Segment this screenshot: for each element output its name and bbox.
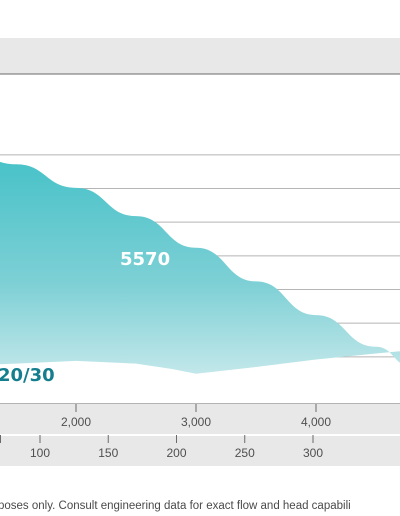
region-2030-label: 20/30 — [0, 365, 55, 386]
x-bottom-tick-label: 150 — [98, 446, 118, 460]
region-5570-label: 5570 — [120, 249, 170, 270]
x-axis-top-ticks: 2,000 3,000 4,000 — [61, 404, 331, 429]
footnote: poses only. Consult engineering data for… — [0, 500, 351, 512]
x-bottom-tick-label: 250 — [235, 446, 255, 460]
x-bottom-tick-label: 200 — [166, 446, 186, 460]
x-bottom-tick-label: 100 — [30, 446, 50, 460]
region-5570-area — [0, 161, 400, 374]
x-top-tick-label: 2,000 — [61, 415, 91, 429]
chart-header-band — [0, 38, 400, 74]
x-top-tick-label: 4,000 — [301, 415, 331, 429]
x-top-tick-label: 3,000 — [181, 415, 211, 429]
x-axis-bottom-ticks: 100 150 200 250 300 — [0, 435, 323, 460]
x-bottom-tick-label: 300 — [303, 446, 323, 460]
